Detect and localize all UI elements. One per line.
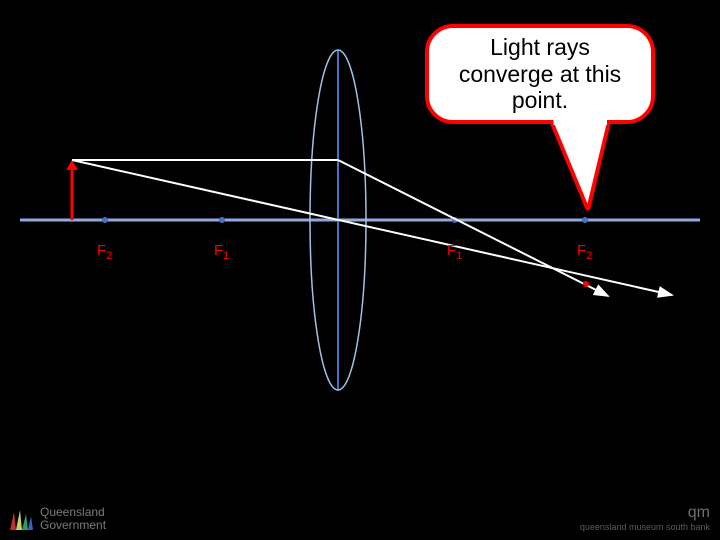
- qld-gov-text: Queensland Government: [40, 506, 106, 531]
- focal-label: F1: [214, 242, 229, 262]
- callout-text: Light rays converge at this point.: [443, 34, 637, 113]
- callout-bubble: Light rays converge at this point.: [425, 24, 655, 124]
- focal-dot: [102, 217, 108, 223]
- focal-dot: [219, 217, 225, 223]
- qm-logo-text: qm: [580, 504, 710, 522]
- focal-label: F2: [97, 242, 112, 262]
- footer-left: Queensland Government: [8, 506, 106, 532]
- focal-label: F1: [447, 242, 462, 262]
- focal-dot: [582, 217, 588, 223]
- convergence-point: [583, 281, 589, 287]
- qld-gov-logo-icon: [8, 506, 34, 532]
- qm-sub-text: queensland museum south bank: [580, 522, 710, 532]
- footer-right: qm queensland museum south bank: [580, 504, 710, 532]
- qld-line2: Government: [40, 519, 106, 532]
- focal-label: F2: [577, 242, 592, 262]
- diagram-stage: Light rays converge at this point. F2 F1 F…: [0, 0, 720, 540]
- ray-through-center: [72, 160, 672, 295]
